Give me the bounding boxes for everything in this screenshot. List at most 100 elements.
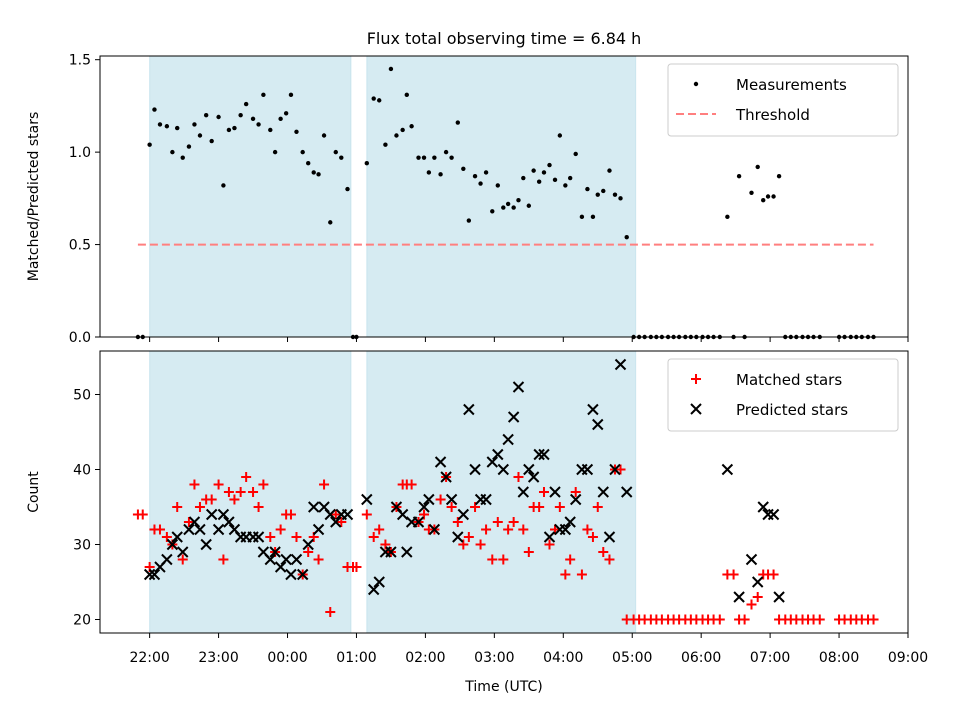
measurements-point <box>409 124 414 129</box>
predicted-stars-point <box>200 538 212 551</box>
measurements-point <box>426 170 432 175</box>
predicted-stars-point <box>527 471 540 483</box>
measurements-point <box>761 197 766 203</box>
measurements-point <box>404 92 409 98</box>
predicted-stars-point <box>423 493 435 506</box>
predicted-stars-point <box>609 463 621 476</box>
predicted-stars-point <box>223 516 235 528</box>
measurements-point <box>624 234 629 240</box>
measurements-point <box>432 155 437 160</box>
predicted-stars-point <box>373 576 385 588</box>
y-tick-label: 50 <box>73 388 91 404</box>
measurements-point <box>421 155 427 160</box>
matched-stars-point <box>503 524 514 535</box>
legend-label: Predicted stars <box>736 401 848 419</box>
x-tick-label: 01:00 <box>336 650 376 666</box>
matched-stars-point <box>554 502 565 512</box>
measurements-point <box>461 166 466 171</box>
measurements-point <box>203 112 209 118</box>
measurements-point <box>197 133 203 138</box>
predicted-stars-point <box>533 448 545 461</box>
matched-stars-point <box>752 592 763 602</box>
predicted-stars-point <box>188 516 201 528</box>
predicted-stars-point <box>418 501 430 513</box>
measurements-point <box>765 194 771 199</box>
top-legend: Measurements Threshold <box>667 63 899 137</box>
top-panel: 0.0 0.5 1.0 1.5 Flux total observing time =… <box>26 29 909 346</box>
measurements-point <box>579 214 585 220</box>
matched-stars-point <box>206 494 217 505</box>
measurements-point <box>563 183 568 188</box>
predicted-stars-point <box>264 553 276 566</box>
matched-stars-point <box>368 532 379 542</box>
measurements-point <box>478 181 483 186</box>
predicted-stars-point <box>274 561 287 573</box>
measurements-point <box>511 205 516 210</box>
matched-stars-point <box>137 509 148 520</box>
x-tick-label: 03:00 <box>474 650 514 666</box>
measurements-point <box>612 192 618 197</box>
measurements-point <box>186 144 192 149</box>
predicted-stars-point <box>517 486 530 498</box>
bottom-legend: Matched stars Predicted stars <box>667 358 899 432</box>
measurements-point <box>501 205 506 210</box>
measurements-point <box>567 175 573 181</box>
bottom-axes-frame <box>99 350 909 634</box>
predicted-stars-point <box>161 553 173 566</box>
matched-stars-point <box>325 607 336 617</box>
predicted-stars-point <box>302 538 314 551</box>
predicted-stars-point <box>469 463 481 476</box>
predicted-stars-point <box>308 501 320 513</box>
measurements-point <box>388 66 394 72</box>
y-tick-label: 1.0 <box>69 145 91 161</box>
measurements-point <box>321 133 327 138</box>
matched-stars-point <box>523 547 534 557</box>
measurements-point <box>547 162 552 168</box>
measurements-point <box>573 151 578 157</box>
measurements-point <box>261 92 266 98</box>
predicted-stars-point <box>721 463 734 476</box>
measurements-point <box>345 186 350 192</box>
measurements-series <box>135 66 876 340</box>
measurements-point <box>755 164 760 170</box>
predicted-stars-point <box>614 358 627 371</box>
measurements-point <box>526 203 532 208</box>
predicted-stars-point <box>396 508 409 521</box>
measurements-point <box>152 107 157 112</box>
matched-stars-point <box>265 532 276 542</box>
matched-stars-point <box>172 502 183 512</box>
predicted-stars-point <box>751 576 764 588</box>
matched-stars-point <box>258 479 269 490</box>
measurements-point <box>552 177 558 183</box>
measurements-point <box>180 155 185 160</box>
matched-stars-point <box>303 547 314 557</box>
matched-stars-point <box>275 524 286 535</box>
predicted-stars-point <box>440 471 452 483</box>
matched-stars-point <box>498 554 509 565</box>
matched-stars-point <box>229 494 240 505</box>
measurements-point <box>294 129 299 134</box>
measurements-point <box>601 188 606 194</box>
measurements-point <box>256 122 261 127</box>
matched-stars-point <box>598 547 609 557</box>
predicted-stars-point <box>177 546 189 558</box>
predicted-stars-point <box>733 591 745 603</box>
measurements-point <box>749 190 754 196</box>
matched-stars-point <box>560 569 571 580</box>
legend-box <box>667 63 899 137</box>
matched-stars-point <box>374 524 385 535</box>
predicted-stars-point <box>290 553 303 566</box>
matched-stars-point <box>253 502 264 512</box>
matched-stars-point <box>435 494 446 505</box>
y-tick-label: 0.5 <box>69 238 91 254</box>
matched-stars-point <box>728 569 739 580</box>
matched-stars-point <box>513 472 524 482</box>
matched-stars-point <box>475 539 486 550</box>
predicted-stars-point <box>767 508 780 521</box>
measurements-point <box>590 214 596 220</box>
x-tick-label: 08:00 <box>819 650 859 666</box>
measurements-point <box>736 173 742 179</box>
legend-swatch <box>691 374 701 384</box>
predicted-stars-point <box>412 516 425 528</box>
